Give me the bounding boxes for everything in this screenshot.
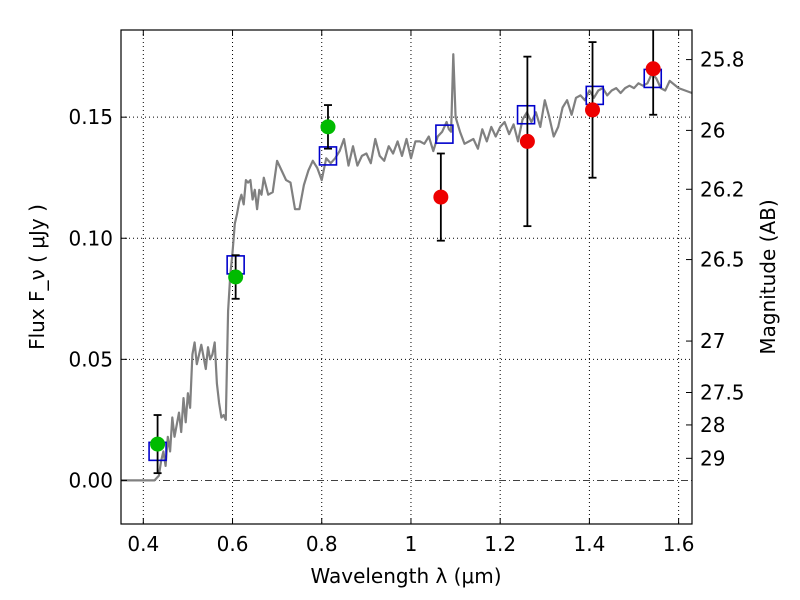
x-axis-label: Wavelength λ (μm)	[310, 564, 501, 588]
optical-detection-point	[320, 119, 336, 135]
nir-detection-point	[433, 189, 449, 205]
y-axis-label: Flux F_ν ( μJy )	[25, 204, 49, 350]
right-tick-label: 27.5	[700, 380, 745, 404]
x-tick-label: 1.2	[484, 532, 516, 556]
x-tick-label: 0.4	[127, 532, 159, 556]
x-tick-label: 0.8	[306, 532, 338, 556]
x-tick-label: 1	[405, 532, 418, 556]
plot-frame	[120, 29, 693, 525]
model-photometry-square	[435, 124, 454, 144]
right-tick-label: 29	[700, 446, 725, 470]
data-series	[121, 30, 692, 482]
right-tick-label: 26.2	[700, 177, 745, 201]
nir-detection-point	[585, 102, 601, 118]
model-photometry-square	[516, 104, 536, 125]
y-tick-label: 0.15	[68, 105, 113, 129]
nir-detection-point	[519, 133, 535, 149]
x-tick-label: 1.6	[663, 532, 695, 556]
right-tick-label: 26	[700, 118, 725, 142]
x-tick-label: 0.6	[217, 532, 249, 556]
model-spectrum-line	[121, 53, 692, 482]
right-axis-label: Magnitude (AB)	[756, 199, 780, 354]
optical-detection-point	[228, 269, 244, 285]
nir-detection-point	[645, 61, 661, 77]
right-tick-label: 28	[700, 413, 725, 437]
optical-detection-point	[150, 436, 166, 452]
y-tick-label: 0.00	[68, 468, 113, 492]
right-tick-label: 25.8	[700, 48, 745, 72]
grid-lines	[121, 30, 692, 524]
right-tick-label: 26.5	[700, 248, 745, 272]
axis-ticks: 0.4 0.6 0.8 1 1.2 1.4 1.6 0.00 0.05 0.10 0.15 25.8 2…	[68, 30, 745, 556]
x-tick-label: 1.4	[573, 532, 605, 556]
y-tick-label: 0.05	[68, 347, 113, 371]
axes-frame	[120, 29, 693, 525]
y-tick-label: 0.10	[68, 226, 113, 250]
right-tick-label: 27	[700, 329, 725, 353]
